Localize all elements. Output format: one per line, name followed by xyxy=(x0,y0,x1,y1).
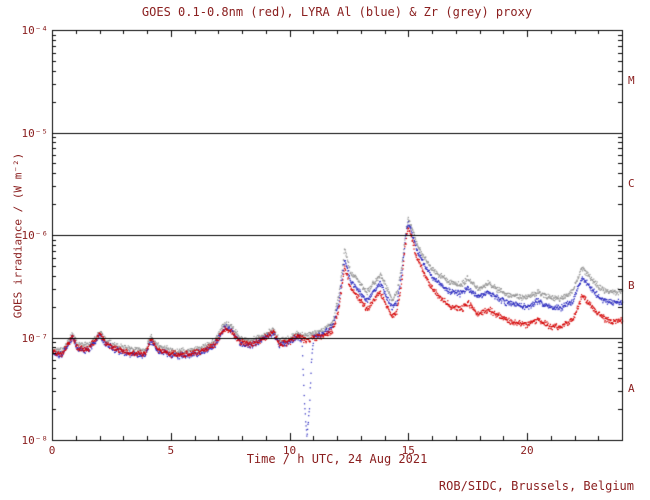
flare-class-label: A xyxy=(628,381,635,395)
y-tick-label: 10⁻⁵ xyxy=(21,126,49,140)
flare-class-label: B xyxy=(628,279,635,293)
flare-class-label: C xyxy=(628,176,635,190)
x-tick-label: 0 xyxy=(48,444,56,457)
x-axis-label: Time / h UTC, 24 Aug 2021 xyxy=(246,452,428,466)
flare-class-label: M xyxy=(628,74,635,88)
x-tick-label: 10 xyxy=(282,444,297,457)
chart-title: GOES 0.1-0.8nm (red), LYRA Al (blue) & Z… xyxy=(141,5,533,19)
y-tick-label: 10⁻⁴ xyxy=(21,24,49,37)
credit-text: ROB/SIDC, Brussels, Belgium xyxy=(438,479,634,493)
x-tick-label: 15 xyxy=(401,444,415,457)
y-tick-label: 10⁻⁸ xyxy=(21,434,49,447)
x-tick-label: 20 xyxy=(520,444,534,457)
x-tick-label: 5 xyxy=(167,444,175,457)
y-tick-label: 10⁻⁶ xyxy=(21,229,49,242)
y-tick-label: 10⁻⁷ xyxy=(21,331,49,345)
